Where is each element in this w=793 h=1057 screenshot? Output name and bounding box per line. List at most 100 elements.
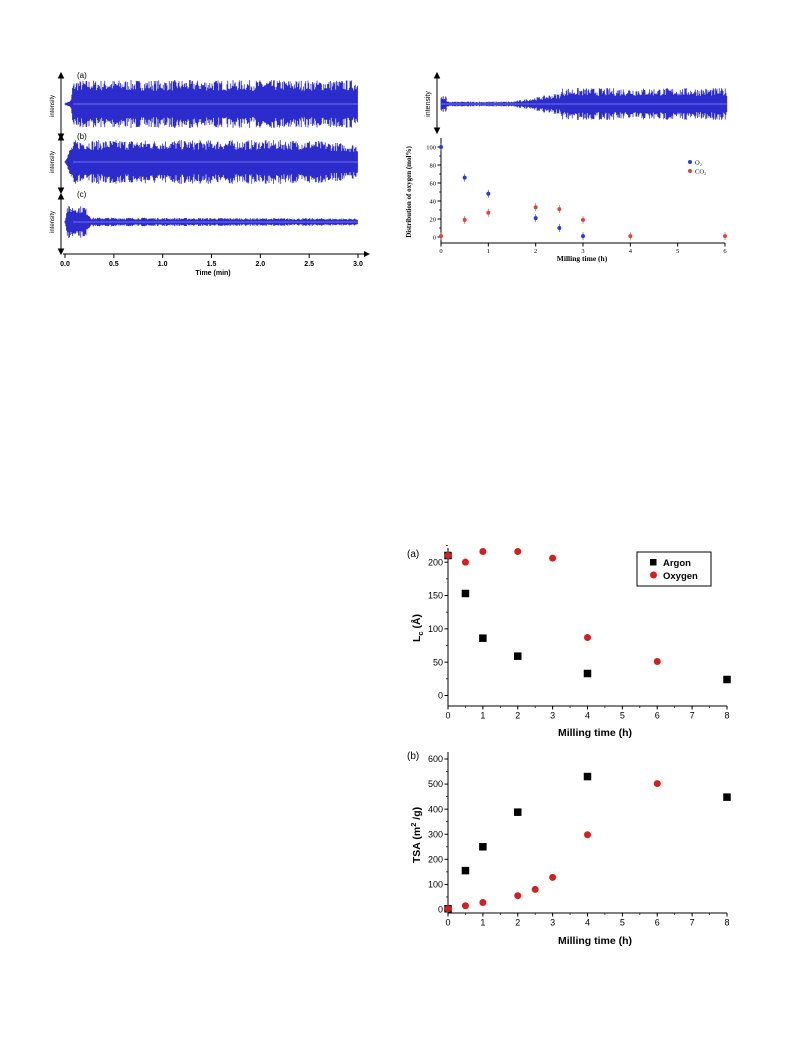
intensity-arrow-c bbox=[57, 192, 65, 256]
oxygen-o2-point bbox=[581, 234, 585, 239]
tsa-x-axis-title: Milling time (h) bbox=[558, 935, 632, 947]
oxygen-co2-point bbox=[581, 217, 585, 222]
lc-oxygen-point bbox=[653, 658, 661, 665]
oxygen-co2-point bbox=[723, 234, 727, 239]
tsa-y-tick-label: 600 bbox=[428, 754, 443, 764]
panel-label-b: (b) bbox=[77, 132, 87, 141]
oxygen-y-tick-label: 40 bbox=[430, 198, 437, 205]
tsa-oxygen-point bbox=[653, 780, 661, 788]
intensity-strip-waveform bbox=[440, 88, 728, 120]
tsa-x-tick-label: 7 bbox=[690, 918, 695, 928]
legend-argon-label: Argon bbox=[663, 558, 691, 569]
lc-argon-point bbox=[723, 675, 731, 684]
intensity-label-c: intensity bbox=[50, 211, 56, 233]
legend-oxygen-label: Oxygen bbox=[663, 571, 698, 582]
waveform-layer bbox=[64, 80, 358, 238]
oxygen-co2-point bbox=[628, 234, 633, 239]
oxygen-o2-point bbox=[486, 191, 491, 196]
tsa-x-tick-label: 0 bbox=[445, 918, 450, 928]
oxygen-y-axis-title: Distribution of oxygen (mol%) bbox=[405, 146, 413, 238]
lc-argon-point bbox=[514, 652, 522, 660]
lc-legend: Argon Oxygen bbox=[636, 551, 712, 587]
tsa-oxygen-point bbox=[461, 902, 469, 910]
lc-oxygen-point bbox=[549, 554, 557, 562]
time-tick-label: 3.0 bbox=[353, 261, 363, 268]
time-tick-label: 1.0 bbox=[158, 261, 168, 268]
oxygen-o2-point bbox=[557, 226, 562, 230]
oxygen-o2-point bbox=[533, 216, 538, 221]
time-tick-label: 1.5 bbox=[207, 261, 217, 268]
lc-y-tick-label: 150 bbox=[428, 591, 443, 601]
oxygen-co2-point bbox=[533, 205, 538, 210]
oxygen-y-tick-label: 0 bbox=[433, 234, 436, 241]
intensity-arrow-a bbox=[57, 71, 65, 141]
lc-panel-label: (a) bbox=[407, 549, 419, 560]
oxygen-co2-point bbox=[462, 217, 467, 222]
tsa-argon-point bbox=[514, 808, 522, 816]
oxygen-co2-point bbox=[486, 210, 491, 215]
tsa-x-tick-label: 8 bbox=[724, 918, 729, 928]
oxygen-x-tick-label: 1 bbox=[487, 248, 490, 255]
oxygen-y-tick-label: 80 bbox=[430, 162, 437, 169]
lc-y-axis-title-main: L bbox=[411, 635, 423, 642]
tsa-x-tick-label: 2 bbox=[515, 918, 520, 928]
lc-oxygen-point bbox=[584, 634, 591, 641]
lc-oxygen-point bbox=[514, 548, 522, 555]
legend-co2-marker bbox=[688, 169, 692, 173]
tsa-panel-label: (b) bbox=[407, 751, 419, 762]
time-tick-label: 2.5 bbox=[304, 261, 314, 268]
oxygen-y-tick-label: 20 bbox=[430, 216, 437, 223]
tsa-y-axis-title-main: TSA (m bbox=[411, 827, 423, 863]
lc-y-tick-label: 100 bbox=[428, 624, 443, 634]
lc-x-tick-label: 1 bbox=[480, 711, 485, 721]
oxygen-y-tick-label: 60 bbox=[430, 180, 437, 187]
oxygen-legend: O₂ CO₂ bbox=[688, 160, 706, 176]
tsa-oxygen-point bbox=[584, 831, 591, 839]
intensity-label-b: intensity bbox=[50, 151, 56, 173]
tsa-x-tick-label: 4 bbox=[585, 918, 590, 928]
oxygen-x-tick-label: 0 bbox=[439, 248, 442, 255]
oxygen-x-tick-label: 4 bbox=[629, 248, 633, 255]
lc-x-axis-title: Milling time (h) bbox=[558, 727, 632, 739]
tsa-scatter-chart: 0 1 2 3 4 5 6 7 8 0 100 200 300 400 500 600 bbox=[428, 752, 731, 928]
tsa-y-axis-title-unit: /g) bbox=[411, 807, 423, 823]
oxygen-o2-point bbox=[439, 145, 443, 149]
lc-oxygen-point bbox=[461, 558, 469, 566]
oxygen-x-tick-label: 2 bbox=[534, 248, 537, 255]
lc-x-tick-label: 2 bbox=[515, 711, 520, 721]
lc-y-axis-title: Lc (Å) bbox=[410, 614, 425, 642]
legend-o2-label: O₂ bbox=[695, 160, 702, 167]
lc-y-tick-label: 0 bbox=[438, 691, 443, 701]
panel-label-c: (c) bbox=[77, 190, 87, 199]
tsa-x-tick-label: 5 bbox=[620, 918, 625, 928]
sound-intensity-chart: (a) (b) (c) intensity intensity intensit… bbox=[50, 71, 370, 277]
oxygen-x-tick-label: 6 bbox=[723, 248, 727, 255]
tsa-y-tick-label: 100 bbox=[428, 880, 443, 890]
tsa-oxygen-point bbox=[549, 873, 557, 881]
intensity-arrow-b bbox=[57, 133, 65, 195]
oxygen-co2-point bbox=[557, 207, 562, 212]
tsa-oxygen-point bbox=[444, 905, 452, 913]
tsa-x-tick-label: 3 bbox=[550, 918, 555, 928]
lc-y-tick-label: 50 bbox=[433, 657, 443, 667]
tsa-y-tick-label: 0 bbox=[438, 905, 443, 915]
time-tick-label: 0.5 bbox=[109, 261, 119, 268]
lc-x-tick-label: 3 bbox=[550, 711, 555, 721]
oxygen-co2-point bbox=[439, 234, 443, 239]
tsa-x-tick-label: 6 bbox=[655, 918, 660, 928]
tsa-y-tick-label: 500 bbox=[428, 779, 443, 789]
tsa-argon-point bbox=[461, 866, 470, 875]
lc-x-tick-label: 5 bbox=[620, 711, 625, 721]
lc-x-tick-label: 4 bbox=[585, 711, 590, 721]
time-tick-label: 0.0 bbox=[60, 261, 70, 268]
lc-argon-point bbox=[583, 669, 592, 678]
oxygen-x-tick-label: 5 bbox=[676, 248, 679, 255]
oxygen-y-tick-label: 100 bbox=[426, 144, 436, 151]
tsa-oxygen-point bbox=[531, 885, 539, 893]
intensity-label-a: intensity bbox=[50, 95, 56, 117]
tsa-y-tick-label: 200 bbox=[428, 854, 443, 864]
tsa-y-tick-label: 300 bbox=[428, 829, 443, 839]
intensity-strip-arrow bbox=[433, 71, 441, 135]
